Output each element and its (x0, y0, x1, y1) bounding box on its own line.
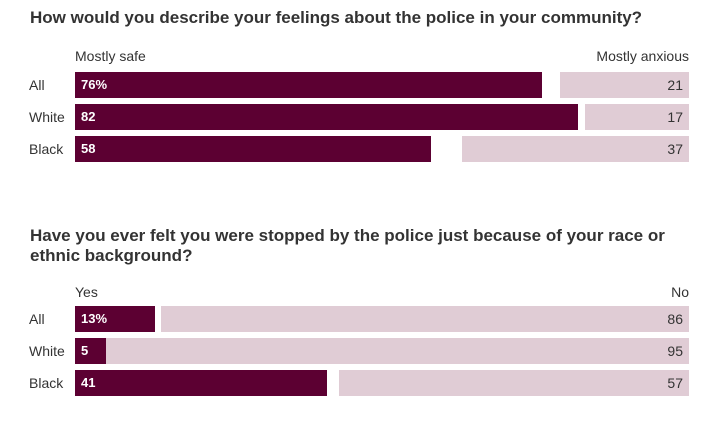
bar-right (160, 306, 689, 332)
chart-title: How would you describe your feelings abo… (30, 8, 643, 27)
bar-left (75, 104, 579, 130)
value-label: 13% (81, 311, 108, 326)
bar-right (461, 136, 689, 162)
category-label: White (29, 343, 65, 359)
value-label: 57 (667, 375, 683, 391)
bar-left (75, 72, 542, 98)
left-header: Mostly safe (75, 48, 146, 64)
value-label: 86 (667, 311, 683, 327)
bar-right (584, 104, 689, 130)
bar-left (75, 136, 432, 162)
bar-right (560, 72, 689, 98)
category-label: White (29, 109, 65, 125)
chart-title: Have you ever felt you were stopped by t… (30, 226, 665, 265)
bar-right (105, 338, 689, 364)
value-label: 37 (667, 141, 683, 157)
right-header: Mostly anxious (596, 48, 689, 64)
value-label: 17 (667, 109, 683, 125)
bar-left (75, 306, 155, 332)
category-label: Black (29, 375, 64, 391)
bar-left (75, 338, 106, 364)
value-label: 58 (81, 141, 96, 156)
value-label: 5 (81, 343, 89, 358)
value-label: 41 (81, 375, 96, 390)
category-label: All (29, 311, 45, 327)
category-label: All (29, 77, 45, 93)
value-label: 95 (667, 343, 683, 359)
value-label: 76% (81, 77, 108, 92)
left-header: Yes (75, 284, 98, 300)
bar-left (75, 370, 327, 396)
value-label: 21 (667, 77, 683, 93)
bar-right (339, 370, 689, 396)
category-label: Black (29, 141, 64, 157)
right-header: No (671, 284, 689, 300)
value-label: 82 (81, 109, 96, 124)
